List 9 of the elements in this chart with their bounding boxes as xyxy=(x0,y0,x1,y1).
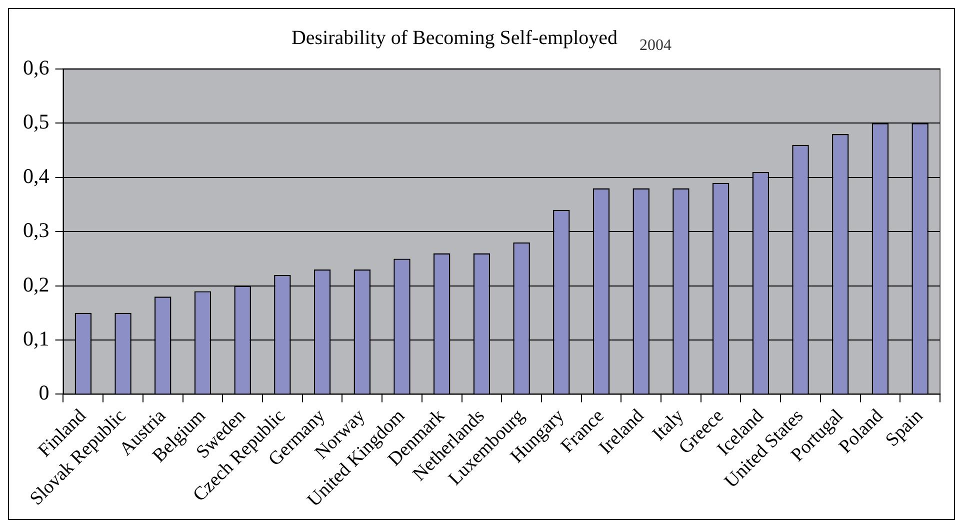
y-tick-label: 0,2 xyxy=(23,272,50,296)
y-tick-label: 0,1 xyxy=(23,326,50,351)
chart-title: Desirability of Becoming Self-employed xyxy=(291,27,618,49)
y-tick-label: 0,6 xyxy=(23,56,50,80)
y-tick-label: 0 xyxy=(38,380,50,405)
y-tick-label: 0,5 xyxy=(23,110,50,134)
chart-subtitle: 2004 xyxy=(640,37,672,54)
y-tick-label: 0,3 xyxy=(23,218,50,242)
y-tick-label: 0,4 xyxy=(23,164,50,188)
